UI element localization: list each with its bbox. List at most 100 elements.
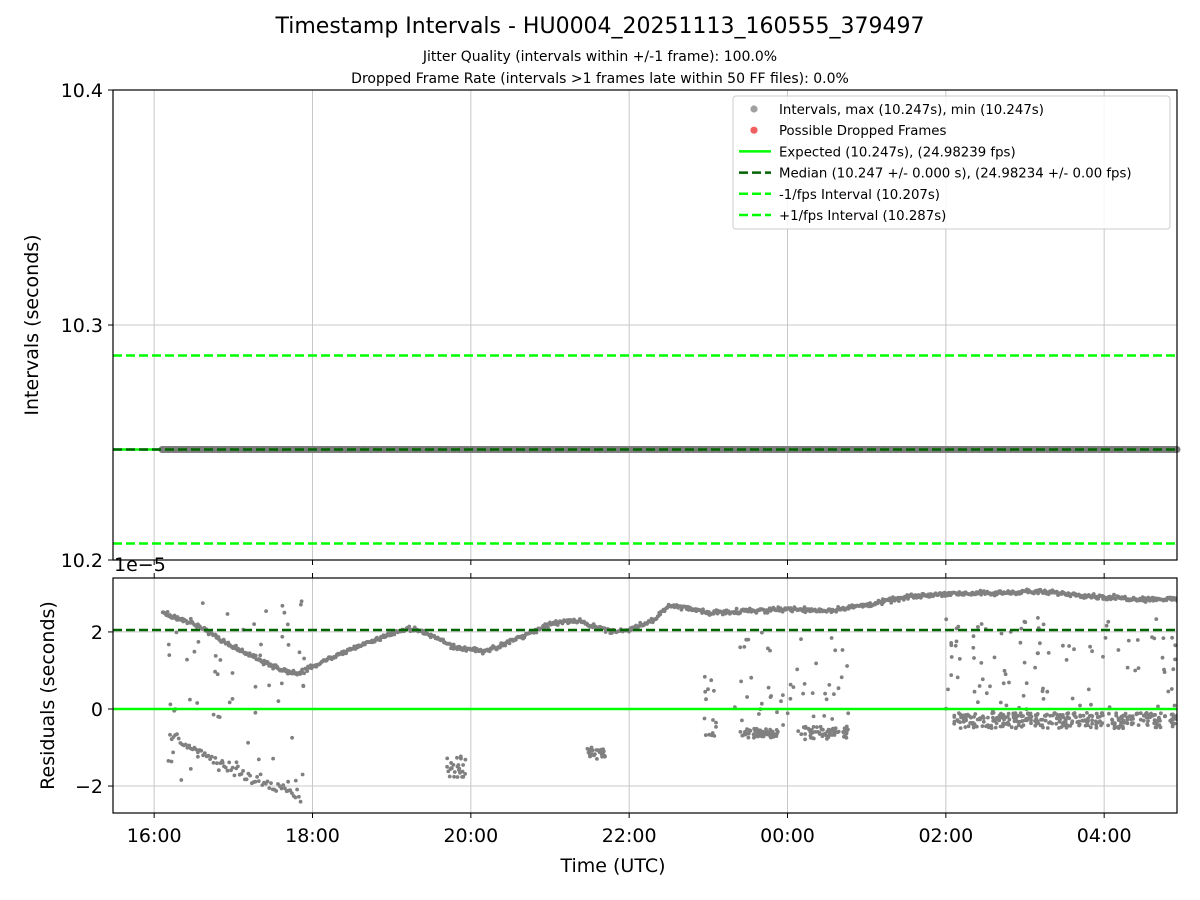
residual-point: [1173, 657, 1177, 662]
residual-point: [1172, 703, 1177, 708]
residual-point: [166, 642, 171, 647]
residual-point: [992, 655, 997, 660]
residual-point: [973, 712, 978, 716]
legend-box: [732, 95, 1171, 230]
interval-point: [355, 446, 362, 453]
residual-point: [1076, 719, 1081, 724]
residual-point: [1130, 721, 1134, 726]
residual-point: [1144, 711, 1149, 715]
residual-point: [588, 747, 592, 752]
residual-point: [1171, 712, 1175, 717]
residual-point: [952, 715, 957, 719]
residual-point: [1090, 649, 1094, 654]
residual-point: [457, 766, 462, 771]
residual-point: [1022, 660, 1027, 665]
residual-point: [463, 757, 468, 762]
residual-point: [827, 683, 832, 687]
interval-point: [551, 446, 559, 453]
residual-point: [1048, 713, 1053, 718]
residual-point: [592, 753, 596, 758]
residual-point: [1013, 711, 1018, 716]
residual-point: [809, 735, 813, 740]
residual-point: [1059, 725, 1064, 729]
residual-point: [977, 684, 982, 688]
residual-point: [455, 755, 459, 760]
residual-point: [305, 669, 310, 673]
residual-point: [979, 622, 984, 626]
interval-point: [367, 446, 375, 453]
interval-point: [849, 446, 856, 453]
residual-point: [829, 636, 834, 640]
residual-point: [1161, 636, 1166, 640]
residual-point: [1038, 723, 1043, 728]
residual-point: [836, 686, 841, 691]
residual-point: [971, 721, 975, 725]
residual-point: [253, 684, 258, 689]
residual-point: [1152, 713, 1157, 717]
residual-point: [227, 760, 232, 765]
interval-point: [589, 446, 597, 453]
residual-point: [168, 702, 173, 707]
residual-point: [1052, 711, 1057, 715]
residual-point: [1121, 713, 1126, 718]
residual-point: [1067, 644, 1071, 648]
legend-entry-1-label: Possible Dropped Frames: [779, 124, 946, 139]
residual-point: [1135, 638, 1140, 642]
residual-point: [734, 606, 739, 611]
residual-point: [1155, 719, 1160, 723]
residual-point: [507, 641, 512, 646]
interval-point: [811, 446, 818, 453]
residual-point: [211, 760, 216, 765]
residual-point: [1091, 592, 1096, 596]
residual-point: [824, 697, 829, 702]
residual-point: [813, 730, 818, 734]
interval-point: [405, 446, 413, 453]
interval-point: [184, 446, 191, 453]
residual-point: [185, 657, 189, 662]
residual-point: [1064, 658, 1069, 662]
residual-point: [463, 772, 467, 776]
residual-point: [817, 732, 822, 736]
residual-point: [1006, 711, 1011, 716]
residual-point: [766, 646, 770, 651]
residual-point: [265, 779, 270, 784]
residual-point: [958, 726, 963, 730]
interval-point: [158, 446, 166, 453]
residual-point: [1169, 687, 1174, 691]
residual-point: [452, 774, 456, 779]
legend-entry-3-label: Median (10.247 +/- 0.000 s), (24.98234 +…: [779, 167, 1132, 182]
residual-point: [971, 634, 976, 639]
residual-point: [295, 787, 299, 792]
residual-point: [745, 695, 749, 699]
residual-point: [596, 748, 601, 753]
residual-point: [452, 770, 457, 774]
residual-point: [230, 671, 235, 675]
residual-point: [959, 715, 963, 720]
residual-point: [1034, 716, 1039, 721]
residual-point: [288, 788, 293, 793]
residual-point: [258, 772, 263, 777]
residual-point: [202, 751, 207, 755]
residual-point: [1041, 622, 1046, 627]
residual-point: [1095, 720, 1100, 725]
residual-point: [766, 685, 771, 690]
residual-point: [241, 769, 246, 773]
residual-point: [971, 645, 976, 650]
residual-point: [781, 693, 785, 697]
residual-point: [267, 683, 271, 688]
residual-point: [1141, 718, 1146, 723]
residual-point: [826, 735, 831, 740]
residual-point: [1088, 644, 1092, 649]
residual-point: [253, 779, 258, 784]
residual-point: [765, 730, 770, 735]
residual-point: [712, 688, 716, 693]
residual-point: [799, 637, 803, 641]
residual-point: [1101, 654, 1105, 659]
residual-point: [1021, 693, 1026, 698]
residual-point: [1018, 711, 1023, 715]
residual-point: [1070, 721, 1074, 726]
interval-point: [640, 446, 647, 453]
residual-point: [601, 749, 606, 754]
residual-point: [984, 691, 989, 696]
residual-point: [451, 642, 456, 647]
